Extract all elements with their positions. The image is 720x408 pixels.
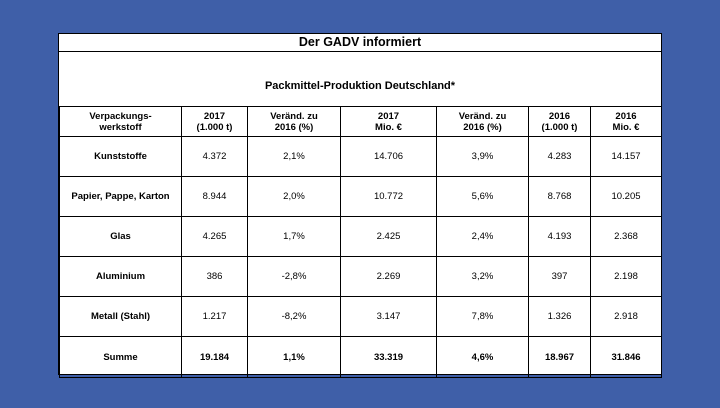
table-cell: 3.147: [340, 296, 437, 337]
table-subtitle: Packmittel-Produktion Deutschland*: [264, 80, 456, 92]
total-cell: 33.319: [340, 336, 437, 378]
row-label: Glas: [59, 216, 182, 257]
table-cell: 14.157: [590, 136, 662, 177]
table-cell: 8.944: [181, 176, 248, 217]
table-cell: 10.205: [590, 176, 662, 217]
table-cell: 1.217: [181, 296, 248, 337]
column-header: 2017 Mio. €: [340, 106, 437, 137]
column-header: Verpackungs-werkstoff: [59, 106, 182, 137]
table-row: Kunststoffe 4.372 2,1% 14.706 3,9% 4.283…: [59, 136, 662, 177]
total-cell: 31.846: [590, 336, 662, 378]
table-cell: -2,8%: [247, 256, 341, 297]
info-sheet: Der GADV informiert Packmittel-Produktio…: [58, 33, 662, 378]
table-cell: 4.372: [181, 136, 248, 177]
table-cell: 2,1%: [247, 136, 341, 177]
total-cell: 19.184: [181, 336, 248, 378]
row-label: Kunststoffe: [59, 136, 182, 177]
table-cell: 2,4%: [436, 216, 529, 257]
table-cell: 2.198: [590, 256, 662, 297]
table-cell: 2.425: [340, 216, 437, 257]
column-header: Veränd. zu 2016 (%): [436, 106, 529, 137]
table-cell: 4.283: [528, 136, 591, 177]
total-row: Summe 19.184 1,1% 33.319 4,6% 18.967 31.…: [59, 336, 662, 378]
column-header: 2016 (1.000 t): [528, 106, 591, 137]
total-cell: 18.967: [528, 336, 591, 378]
table-cell: 386: [181, 256, 248, 297]
total-label: Summe: [59, 336, 182, 378]
column-header: Veränd. zu 2016 (%): [247, 106, 341, 137]
packaging-production-table: Verpackungs-werkstoff 2017 (1.000 t) Verä…: [59, 106, 662, 378]
table-cell: 14.706: [340, 136, 437, 177]
row-label: Metall (Stahl): [59, 296, 182, 337]
table-row: Papier, Pappe, Karton 8.944 2,0% 10.772 …: [59, 176, 662, 217]
table-cell: 3,2%: [436, 256, 529, 297]
table-cell: 397: [528, 256, 591, 297]
row-label: Aluminium: [59, 256, 182, 297]
table-row: Aluminium 386 -2,8% 2.269 3,2% 397 2.198: [59, 256, 662, 297]
table-cell: 5,6%: [436, 176, 529, 217]
table-cell: 1,7%: [247, 216, 341, 257]
table-cell: 2.269: [340, 256, 437, 297]
table-cell: 2.368: [590, 216, 662, 257]
sheet-heading: Der GADV informiert: [59, 34, 661, 52]
table-cell: 3,9%: [436, 136, 529, 177]
table-row: Metall (Stahl) 1.217 -8,2% 3.147 7,8% 1.…: [59, 296, 662, 337]
table-header-row: Verpackungs-werkstoff 2017 (1.000 t) Verä…: [59, 106, 662, 137]
table-cell: 2.918: [590, 296, 662, 337]
column-header: 2017 (1.000 t): [181, 106, 248, 137]
total-cell: 4,6%: [436, 336, 529, 378]
column-header: 2016 Mio. €: [590, 106, 662, 137]
table-row: Glas 4.265 1,7% 2.425 2,4% 4.193 2.368: [59, 216, 662, 257]
total-cell: 1,1%: [247, 336, 341, 378]
table-cell: 1.326: [528, 296, 591, 337]
table-cell: 8.768: [528, 176, 591, 217]
table-cell: 4.193: [528, 216, 591, 257]
table-cell: 7,8%: [436, 296, 529, 337]
table-cell: 2,0%: [247, 176, 341, 217]
table-cell: -8,2%: [247, 296, 341, 337]
table-cell: 10.772: [340, 176, 437, 217]
row-label: Papier, Pappe, Karton: [59, 176, 182, 217]
table-cell: 4.265: [181, 216, 248, 257]
